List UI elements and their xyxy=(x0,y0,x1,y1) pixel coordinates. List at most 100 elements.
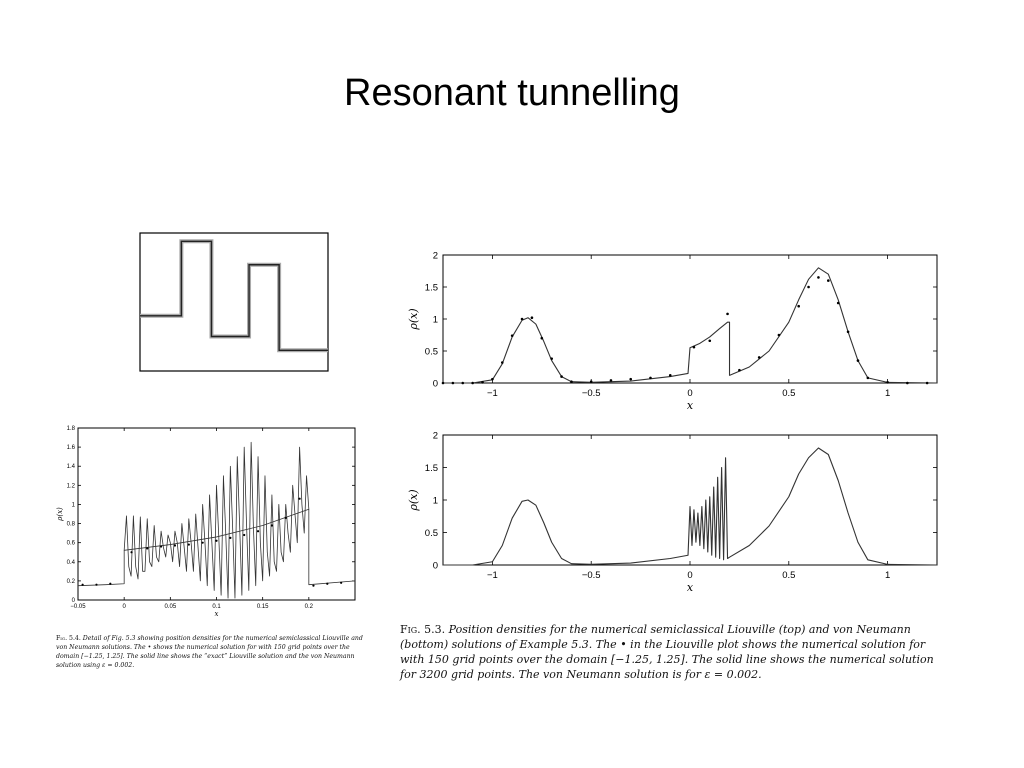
data-point xyxy=(856,359,860,362)
plot-frame xyxy=(77,427,356,601)
data-point xyxy=(340,581,343,584)
x-axis-label: x xyxy=(687,581,694,594)
data-point xyxy=(807,285,810,289)
barrier-frame xyxy=(139,232,329,372)
von-neumann-density-chart: −1 −0.5 0 0.5 1 0 0.5 1 1.5 2 x ρ(x) xyxy=(407,431,938,594)
y-tick-label: 1.2 xyxy=(67,483,76,489)
y-tick-label: 1 xyxy=(433,315,438,326)
x-tick-label: 0 xyxy=(687,570,692,581)
slide-title: Resonant tunnelling xyxy=(344,72,680,114)
data-point xyxy=(298,497,301,500)
data-point xyxy=(520,317,524,321)
caption-fig-label: Fig. 5.3. xyxy=(400,623,446,636)
x-tick-label: 0.5 xyxy=(782,570,795,581)
data-point xyxy=(866,376,870,380)
x-axis-label: x xyxy=(687,399,694,412)
data-point xyxy=(201,541,204,544)
data-point xyxy=(510,334,514,337)
data-point xyxy=(629,377,633,381)
series-line-0 xyxy=(77,508,356,587)
y-tick-label: 1 xyxy=(433,496,438,507)
data-point xyxy=(540,336,544,340)
x-tick-label: 0.2 xyxy=(305,604,314,610)
x-tick-label: 1 xyxy=(885,570,890,581)
data-point xyxy=(215,539,218,542)
barrier-line xyxy=(140,240,328,351)
detail-density-chart: −0.05 0 0.05 0.1 0.15 0.200.20.40.60.811.21.4… xyxy=(56,426,356,618)
data-point xyxy=(668,374,672,377)
data-point xyxy=(256,530,260,533)
data-point xyxy=(530,316,534,320)
data-point xyxy=(609,379,613,382)
caption-fig-label: Fig. 5.4. xyxy=(56,635,81,642)
data-point xyxy=(817,276,820,279)
series-line-0 xyxy=(443,447,938,566)
y-tick-label: 0.6 xyxy=(67,541,76,547)
y-tick-label: 0.2 xyxy=(67,579,76,585)
data-point xyxy=(570,380,573,384)
figure-caption-right: Fig. 5.3. Position densities for the num… xyxy=(400,622,952,682)
barrier-potential-chart xyxy=(139,232,329,372)
caption-text: Detail of Fig. 5.3 showing position dens… xyxy=(56,635,363,669)
data-point xyxy=(550,357,553,360)
x-tick-label: 0.1 xyxy=(212,604,221,610)
data-point xyxy=(738,368,741,372)
y-axis-label: ρ(x) xyxy=(407,308,420,330)
y-tick-label: 0 xyxy=(433,561,438,572)
data-point xyxy=(836,301,840,305)
data-point xyxy=(906,381,909,385)
data-point xyxy=(649,376,652,380)
y-tick-label: 1.6 xyxy=(67,445,76,451)
plot-frame xyxy=(442,434,938,566)
x-tick-label: −0.5 xyxy=(582,570,601,581)
y-tick-label: 2 xyxy=(433,431,438,442)
y-tick-label: 0.5 xyxy=(425,528,438,539)
data-point xyxy=(846,330,850,334)
y-tick-label: 0.8 xyxy=(67,522,76,528)
x-tick-label: 0.5 xyxy=(782,388,795,399)
liouville-density-chart: −1 −0.5 0 0.5 1 0 0.5 1 1.5 2 x ρ(x) xyxy=(407,251,938,412)
data-point xyxy=(925,381,929,385)
y-tick-label: 1 xyxy=(72,502,76,508)
data-point xyxy=(284,516,287,519)
data-point xyxy=(560,375,563,378)
plot-frame xyxy=(442,254,938,384)
data-point xyxy=(173,544,177,547)
x-tick-label: 0 xyxy=(122,604,126,610)
data-point xyxy=(757,356,761,359)
data-point xyxy=(95,583,98,586)
data-point xyxy=(243,533,246,537)
x-tick-label: −1 xyxy=(487,388,498,399)
y-tick-label: 0.4 xyxy=(67,560,76,566)
data-point xyxy=(827,279,830,282)
data-point xyxy=(441,381,445,385)
data-point xyxy=(692,345,696,349)
x-axis-label: x xyxy=(215,610,219,618)
y-tick-label: 1.5 xyxy=(425,283,438,294)
x-tick-label: 0.05 xyxy=(164,604,176,610)
x-tick-label: −1 xyxy=(487,570,498,581)
x-tick-label: 0.15 xyxy=(257,604,269,610)
data-point xyxy=(461,381,465,385)
series-line-1 xyxy=(123,441,310,599)
y-tick-label: 0 xyxy=(433,379,438,390)
y-tick-label: 1.8 xyxy=(67,426,76,432)
data-point xyxy=(886,381,889,384)
data-point xyxy=(270,524,273,527)
data-point xyxy=(326,582,329,585)
data-point xyxy=(130,551,133,554)
data-point xyxy=(160,545,163,548)
data-point xyxy=(81,583,84,586)
x-tick-label: 1 xyxy=(885,388,890,399)
y-axis-label: ρ(x) xyxy=(407,489,420,511)
x-tick-label: −0.5 xyxy=(582,388,601,399)
series-line-0 xyxy=(443,267,938,384)
data-point xyxy=(481,381,484,384)
data-point xyxy=(146,547,149,550)
data-point xyxy=(726,312,729,316)
data-point xyxy=(109,582,112,585)
data-point xyxy=(312,584,315,587)
data-point xyxy=(471,381,474,385)
y-axis-label: ρ(x) xyxy=(56,507,64,522)
y-tick-label: 1.5 xyxy=(425,463,438,474)
